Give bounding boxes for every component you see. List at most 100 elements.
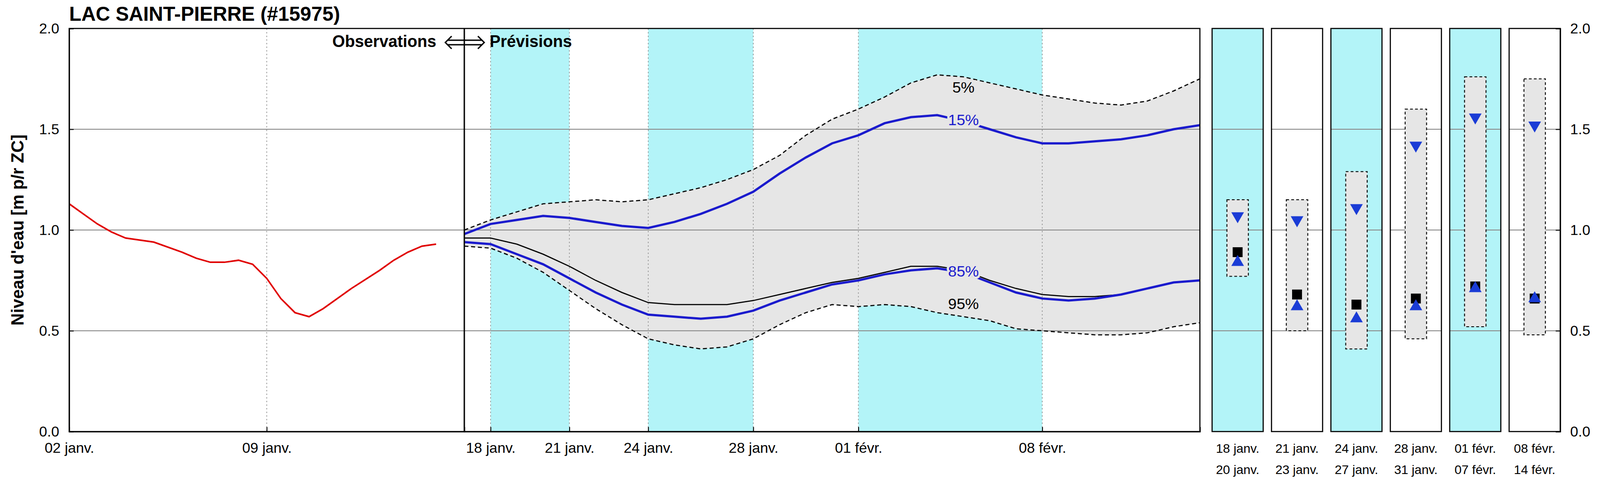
tick: 28 janv. [728,427,779,457]
forecast-line [464,242,1200,319]
period-label: 01 févr. [1454,441,1497,456]
marker-q15 [1349,204,1363,216]
tick: 0.0 [39,423,74,440]
axis: 0.0 0.5 1.0 1.5 2.0 [1555,20,1591,440]
forecast-line [464,75,1200,231]
grid-line [1212,128,1264,130]
panel-background [1390,28,1442,432]
period-label: 14 févr. [1514,462,1556,477]
tick-mark [569,427,571,432]
tick-label: 01 févr. [835,439,883,457]
grid-line [647,28,649,432]
grid-line [569,28,571,432]
marker-q15 [1409,141,1423,153]
tick: 0.0 [1555,423,1591,440]
tick-label: 0.5 [1570,322,1591,340]
tick: 21 janv. [544,427,595,457]
grid-line [752,28,754,432]
series-labels: 5%15%85%95% [948,78,979,313]
marker-q15 [1528,121,1541,133]
marker-q85 [1290,299,1304,311]
marker-median [1292,289,1303,300]
grid-line [464,229,1200,231]
tick-label: 09 janv. [242,439,293,457]
summary-backgrounds [1212,28,1561,432]
annotation: Prévisions [489,32,572,51]
plot-frame [69,28,1200,432]
panel-frame [1212,28,1264,432]
panel-frame [1390,28,1442,432]
tick-mark [490,427,492,432]
tick: 08 févr. [1018,427,1067,457]
tick: 24 janv. [623,427,674,457]
tick: 18 janv. [466,427,516,457]
tick-label: 1.5 [39,121,60,138]
period-label: 31 janv. [1394,462,1438,477]
axis-line [1555,28,1561,433]
tick-label: 0.0 [39,423,60,440]
tick: 09 janv. [242,427,293,457]
marker-q85 [1528,291,1541,303]
tick: 2.0 [39,20,74,37]
tick-label: 1.0 [39,221,60,239]
tick-mark [647,427,649,432]
marker-q15 [1231,212,1244,224]
grid-line [464,330,1200,332]
period-label: 18 janv. [1216,441,1260,456]
range-box [1286,199,1308,331]
annotation-arrow [445,36,485,49]
observation-line [69,203,437,317]
grid-line [464,128,1200,130]
tick: 01 févr. [835,427,883,457]
tick-label: 1.5 [1570,121,1591,138]
marker-median [1351,299,1362,310]
series-label: 5% [952,78,975,96]
summary-labels: 18 janv.20 janv.21 janv.23 janv.24 janv.… [1216,441,1556,477]
tick-mark [69,28,74,30]
period-label: 24 janv. [1334,441,1379,456]
tick: 2.0 [1555,20,1591,37]
panel-background [1509,28,1561,432]
tick: 1.0 [1555,221,1591,239]
chart-svg: 5%15%85%95%0.00.51.01.52.002 janv.09 jan… [0,0,1600,479]
summary-frames [1212,28,1561,432]
range-box [1227,199,1249,277]
grid-line [69,229,465,231]
panel-background [1212,28,1264,432]
marker-q85 [1468,281,1482,293]
axis-line [69,427,465,433]
grid-line [1042,28,1044,432]
axis: 18 janv. 21 janv. 24 janv. 28 janv. 01 févr.… [464,427,1201,457]
marker-q85 [1349,311,1363,323]
title: LAC SAINT-PIERRE (#15975) [69,2,340,25]
tick-label: 18 janv. [466,439,516,457]
tick-mark [1555,230,1561,232]
marker-q85 [1409,299,1423,311]
axis-line [464,427,1201,433]
tick-mark [1042,427,1044,432]
period-label: 08 févr. [1514,441,1556,456]
tick-mark [1555,431,1561,433]
tick-label: 1.0 [1570,221,1591,239]
panel-frame [1271,28,1323,432]
tick-label: 28 janv. [728,439,779,457]
annotation: Observations [332,32,437,51]
tick-mark [858,427,859,432]
series-label: 95% [948,295,979,313]
marker-q85 [1231,254,1244,266]
observation-plot [69,28,465,432]
period-label: 23 janv. [1275,462,1319,477]
tick: 1.0 [39,221,74,239]
tick-mark [69,129,74,131]
tick: 0.5 [39,322,74,340]
tick: 02 janv. [44,427,95,457]
series-label: 85% [948,262,979,280]
tick-label: 02 janv. [44,439,95,457]
tick: 1.5 [1555,121,1591,138]
forecast-line [464,115,1200,235]
period-label: 28 janv. [1394,441,1438,456]
tick-mark [69,330,74,332]
panel-background [1271,28,1323,432]
grid-line [1330,128,1383,130]
range-box [1524,79,1546,336]
